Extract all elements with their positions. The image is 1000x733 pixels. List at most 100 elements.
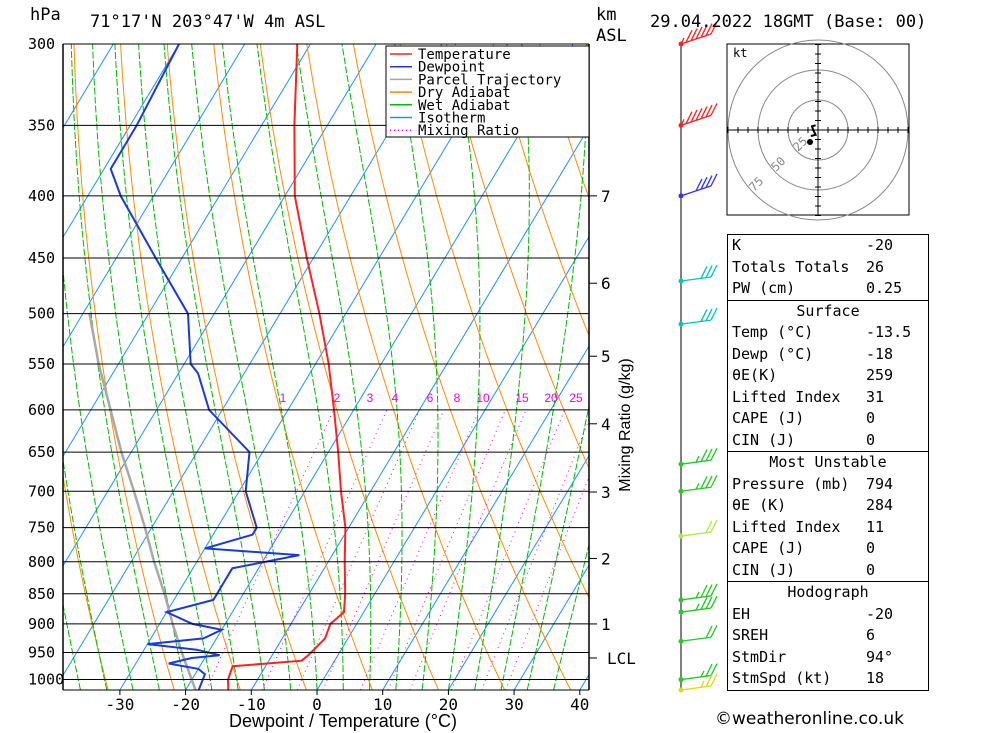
totals-totals-value: 26 [866, 257, 885, 276]
mu-cin-value: 0 [866, 560, 876, 579]
pressure-tick-label: 800 [28, 553, 55, 571]
totals-totals-label: Totals Totals [732, 257, 850, 276]
mu-pressure-row: Pressure (mb) 794 [728, 474, 928, 496]
mixing-ratio-label: 25 [569, 391, 583, 405]
k-index-row: K -20 [728, 235, 928, 257]
dry-adiabat-line [213, 44, 373, 690]
isotherm-line [382, 345, 589, 690]
barb-flag [690, 109, 698, 123]
surface-cin-value: 0 [866, 430, 876, 449]
temp-tick-label: 30 [504, 695, 523, 714]
skewt-axes: 1 2 3 4 6 8 10 15 20 2530035040045050055060065070… [28, 35, 636, 731]
barb-half [695, 482, 700, 490]
barb-flag [695, 178, 703, 192]
k-index-value: -20 [866, 236, 894, 254]
barb-half [700, 670, 705, 678]
k-index-label: K [732, 236, 742, 254]
surface-thetae-value: 259 [866, 366, 894, 384]
barb-flag [710, 583, 718, 597]
wind-barbs [678, 21, 718, 693]
barb-half [695, 591, 700, 599]
hodo-stmspd-value: 18 [866, 669, 885, 687]
wet-adiabat-line [447, 44, 481, 690]
barb-flag [695, 108, 703, 121]
pw-value: 0.25 [866, 279, 903, 297]
totals-totals-row: Totals Totals 26 [728, 257, 928, 279]
mu-thetae-label: θE (K) [732, 496, 787, 514]
mixing-ratio-label: 15 [515, 391, 529, 405]
isotherm-line [119, 44, 508, 690]
hodo-stmspd-label: StmSpd (kt) [732, 669, 832, 687]
barb-flag [700, 597, 708, 610]
barb-flag [705, 104, 713, 118]
mixing-ratio-label: 3 [367, 391, 374, 405]
surface-cin-label: CIN (J) [732, 430, 796, 449]
barb-flag [705, 23, 713, 36]
pressure-tick-label: 300 [28, 35, 55, 53]
barb-flag [705, 520, 713, 534]
wet-adiabat-line [70, 44, 160, 690]
legend-entry: Dry Adiabat [418, 85, 511, 101]
pressure-tick-label: 500 [28, 305, 55, 323]
mixing-ratio-label: 1 [280, 391, 287, 405]
km-tick-label: LCL [607, 649, 636, 668]
barb-flag [710, 103, 718, 116]
pressure-tick-label: 450 [28, 249, 55, 267]
legend-entry: Mixing Ratio [418, 123, 519, 139]
temp-tick-label: 40 [570, 695, 589, 714]
barb-flag [710, 663, 718, 676]
barb-flag [710, 307, 718, 321]
surface-cape-value: 0 [866, 409, 876, 427]
mixing-ratio-label: 2 [334, 391, 341, 405]
barb-flag [705, 308, 713, 322]
surface-li-row: Lifted Index 31 [728, 387, 928, 409]
surface-dewp-label: Dewp (°C) [732, 344, 814, 363]
copyright-link[interactable]: ©weatheronline.co.uk [715, 709, 905, 729]
surface-thetae-label: θE(K) [732, 366, 778, 384]
mixing-ratio-label: 8 [454, 391, 461, 405]
surface-li-label: Lifted Index [732, 387, 841, 406]
isotherm-line [63, 44, 377, 567]
surface-temp-label: Temp (°C) [732, 323, 814, 341]
km-tick-label: 2 [601, 549, 611, 568]
isotherm-line [513, 564, 589, 690]
mixing-ratio-axis-label: Mixing Ratio (g/kg) [617, 358, 634, 491]
barb-flag [700, 176, 708, 190]
surface-dewp-row: Dewp (°C) -18 [728, 344, 928, 366]
temperature-line [226, 44, 347, 690]
pressure-tick-label: 400 [28, 187, 55, 205]
barb-flag [710, 673, 718, 687]
barb-half [680, 37, 685, 45]
mu-pressure-label: Pressure (mb) [732, 474, 850, 493]
hodo-stmdir-value: 94° [866, 647, 894, 666]
mixing-ratio-label: 20 [544, 391, 558, 405]
surface-li-value: 31 [866, 387, 885, 406]
mu-thetae-row: θE (K) 284 [728, 495, 928, 517]
legend-box [385, 45, 590, 138]
isotherm-line [250, 126, 589, 690]
temp-tick-label: 20 [439, 695, 458, 714]
indices-table: K -20 Totals Totals 26 PW (cm) 0.25 Surface… [727, 234, 929, 691]
pressure-tick-label: 900 [28, 615, 55, 633]
barb-flag [705, 448, 713, 462]
surface-thetae-row: θE(K) 259 [728, 365, 928, 387]
dry-adiabat-line [446, 44, 589, 470]
asl-label: ASL [596, 26, 627, 46]
barb-staff [680, 531, 712, 537]
hodo-sreh-label: SREH [732, 626, 769, 644]
dry-adiabat-line [73, 44, 175, 690]
legend-entry: Dewpoint [418, 60, 485, 76]
most-unstable-title: Most Unstable [769, 453, 887, 471]
mu-pressure-value: 794 [866, 474, 894, 493]
pw-label: PW (cm) [732, 279, 796, 297]
km-tick-label: 7 [601, 187, 611, 206]
km-tick-label: 4 [601, 415, 611, 434]
hodo-sreh-row: SREH 6 [728, 625, 928, 647]
hodograph-trace [810, 124, 818, 137]
pressure-tick-label: 750 [28, 519, 55, 537]
km-tick-label: 1 [601, 615, 611, 634]
barb-flag [700, 266, 708, 279]
wet-adiabat-line [191, 44, 292, 690]
